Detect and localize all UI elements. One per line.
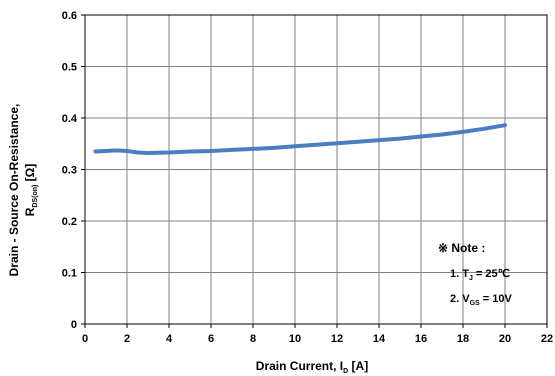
- x-axis-title-sub: D: [343, 368, 348, 375]
- x-axis-title-main: Drain Current, I: [256, 359, 343, 373]
- y-axis-title-line2-unit: [Ω]: [23, 164, 37, 185]
- x-tick-label: 0: [82, 333, 88, 345]
- note-line-2-sub: GS: [470, 300, 480, 307]
- y-tick-label: 0.4: [62, 113, 78, 125]
- y-tick-label: 0: [71, 319, 77, 331]
- x-tick-label: 4: [166, 333, 173, 345]
- y-tick-label: 0.2: [62, 216, 77, 228]
- x-tick-label: 14: [373, 333, 386, 345]
- y-axis-title-line1: Drain - Source On-Resistance,: [7, 104, 21, 277]
- series-line: [93, 123, 507, 155]
- y-tick-label: 0.6: [62, 10, 77, 22]
- x-axis-title-unit: [A]: [348, 359, 368, 373]
- x-tick-label: 20: [499, 333, 511, 345]
- y-tick-label: 0.1: [62, 268, 77, 280]
- note-line-2-prefix: 2. V: [450, 293, 470, 305]
- x-tick-label: 6: [208, 333, 214, 345]
- y-axis-title-line2: RDS(on) [Ω]: [23, 164, 39, 217]
- series: [93, 123, 507, 155]
- note-line-1-suffix: = 25℃: [473, 268, 510, 280]
- note-line-2-suffix: = 10V: [480, 293, 513, 305]
- x-tick-label: 10: [289, 333, 301, 345]
- x-tick-label: 8: [250, 333, 256, 345]
- y-tick-label: 0.3: [62, 165, 77, 177]
- x-axis-ticks: 0 2 4 6 8 10 12 14 16 18 20 22: [82, 324, 553, 345]
- y-tick-label: 0.5: [62, 62, 77, 74]
- x-tick-label: 22: [541, 333, 553, 345]
- y-axis-title-line2-sub: DS(on): [32, 185, 39, 208]
- note-line-1: 1. TJ = 25℃: [450, 268, 510, 282]
- note-line-2: 2. VGS = 10V: [450, 293, 512, 307]
- x-axis-title: Drain Current, ID [A]: [256, 359, 368, 375]
- x-tick-label: 2: [124, 333, 130, 345]
- note-title: ※ Note :: [438, 241, 485, 255]
- x-tick-label: 18: [457, 333, 469, 345]
- y-axis-ticks: 0 0.1 0.2 0.3 0.4 0.5 0.6: [62, 10, 85, 331]
- x-tick-label: 12: [331, 333, 343, 345]
- note-line-1-sub: J: [469, 275, 473, 282]
- note-annotation: ※ Note : 1. TJ = 25℃ 2. VGS = 10V: [438, 241, 512, 307]
- note-line-1-prefix: 1. T: [450, 268, 469, 280]
- y-axis-title-line2-main: R: [23, 207, 37, 216]
- x-tick-label: 16: [415, 333, 427, 345]
